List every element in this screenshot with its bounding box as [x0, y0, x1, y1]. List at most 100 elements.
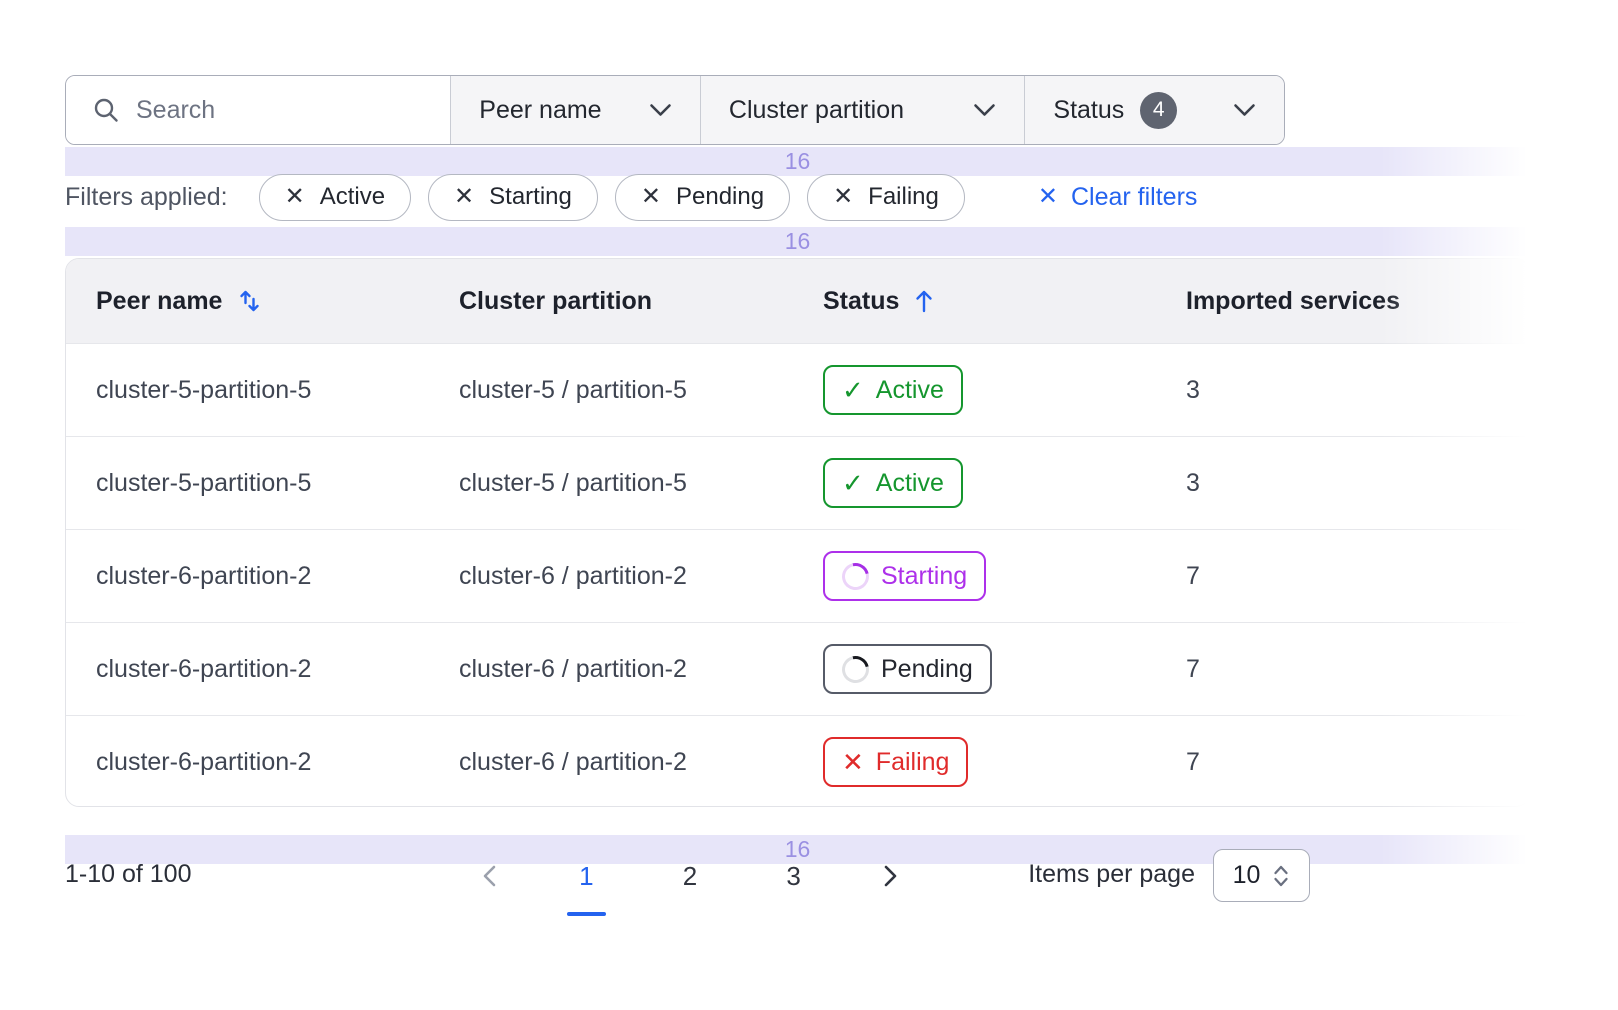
cell-peer-name: cluster-6-partition-2 [96, 747, 312, 776]
chevron-down-icon [650, 104, 671, 116]
spacing-indicator: 16 [65, 227, 1530, 256]
filter-chip-starting[interactable]: ✕ Starting [428, 173, 598, 221]
status-badge-active: ✓ Active [823, 458, 963, 508]
cell-peer-name: cluster-6-partition-2 [96, 654, 312, 683]
status-filter-label: Status [1053, 95, 1125, 124]
table-row[interactable]: cluster-5-partition-5 cluster-5 / partit… [66, 436, 1529, 529]
chevron-down-icon [974, 104, 996, 116]
spacing-indicator: 16 [65, 147, 1530, 176]
items-per-page-select[interactable]: 10 [1213, 849, 1310, 902]
status-badge-label: Starting [881, 561, 968, 590]
cell-cluster-partition: cluster-5 / partition-5 [459, 468, 687, 497]
cluster-partition-filter-label: Cluster partition [728, 95, 904, 124]
previous-page-button[interactable] [480, 863, 500, 889]
filters-applied-row: Filters applied: ✕ Active ✕ Starting ✕ P… [65, 172, 1530, 222]
table-header-row: Peer name Cluster partition Status Impor… [66, 259, 1529, 343]
column-header-imported-services[interactable]: Imported services [1186, 287, 1529, 316]
clear-filters-icon: ✕ [1037, 183, 1058, 210]
x-icon: ✕ [842, 746, 864, 777]
filter-bar: Peer name Cluster partition Status 4 [65, 75, 1285, 145]
cell-status: Starting [823, 551, 1186, 601]
cell-status: Pending [823, 644, 1186, 694]
table-row[interactable]: cluster-6-partition-2 cluster-6 / partit… [66, 715, 1529, 806]
cell-cluster-partition: cluster-6 / partition-2 [459, 561, 687, 590]
filter-chip-failing[interactable]: ✕ Failing [807, 173, 965, 221]
filter-chip-active[interactable]: ✕ Active [258, 173, 412, 221]
remove-filter-icon[interactable]: ✕ [284, 183, 305, 210]
status-badge-label: Active [875, 468, 944, 497]
status-badge-starting: Starting [823, 551, 987, 601]
cell-imported-services: 7 [1186, 747, 1200, 776]
pager-controls: 1 2 3 [480, 848, 900, 916]
column-header-label: Status [823, 286, 900, 315]
cell-imported-services: 7 [1186, 561, 1200, 590]
remove-filter-icon[interactable]: ✕ [454, 183, 475, 210]
check-icon: ✓ [842, 374, 864, 405]
spinner-icon [836, 650, 875, 688]
status-badge-label: Failing [875, 747, 950, 776]
column-header-cluster-partition[interactable]: Cluster partition [459, 287, 823, 316]
next-page-button[interactable] [880, 863, 900, 889]
cell-peer-name: cluster-6-partition-2 [96, 561, 312, 590]
page-button-1[interactable]: 1 [567, 855, 607, 916]
cell-cluster-partition: cluster-6 / partition-2 [459, 654, 687, 683]
select-stepper-icon [1274, 865, 1289, 886]
chevron-down-icon [1234, 104, 1255, 116]
filter-chip-pending[interactable]: ✕ Pending [614, 173, 791, 221]
search-icon [94, 98, 118, 122]
cell-imported-services: 7 [1186, 654, 1200, 683]
items-per-page-value: 10 [1232, 861, 1261, 889]
filter-chip-label: Failing [868, 183, 939, 210]
filters-applied-label: Filters applied: [65, 182, 228, 211]
spacing-value: 16 [784, 148, 811, 174]
status-filter-count-badge: 4 [1140, 91, 1178, 129]
cell-cluster-partition: cluster-6 / partition-2 [459, 747, 687, 776]
column-header-label: Cluster partition [459, 286, 653, 315]
column-header-label: Peer name [96, 286, 223, 315]
remove-filter-icon[interactable]: ✕ [833, 183, 854, 210]
status-badge-pending: Pending [823, 644, 992, 694]
column-header-label: Imported services [1186, 286, 1400, 315]
status-badge-label: Active [875, 375, 944, 404]
cell-peer-name: cluster-5-partition-5 [96, 468, 312, 497]
status-badge-label: Pending [881, 654, 973, 683]
table-row[interactable]: cluster-6-partition-2 cluster-6 / partit… [66, 529, 1529, 622]
arrow-up-icon [916, 290, 933, 313]
peer-name-filter-label: Peer name [479, 95, 602, 124]
column-header-status[interactable]: Status [823, 287, 1186, 316]
peer-name-filter-dropdown[interactable]: Peer name [450, 76, 700, 144]
status-filter-dropdown[interactable]: Status 4 [1024, 76, 1284, 144]
pagination-bar: 1-10 of 100 1 2 3 Items per page 10 [65, 848, 1530, 916]
spacing-value: 16 [784, 836, 811, 862]
status-badge-failing: ✕ Failing [823, 737, 969, 787]
table-row[interactable]: cluster-5-partition-5 cluster-5 / partit… [66, 343, 1529, 436]
remove-filter-icon[interactable]: ✕ [640, 183, 661, 210]
cell-cluster-partition: cluster-5 / partition-5 [459, 375, 687, 404]
cell-status: ✓ Active [823, 458, 1186, 508]
clear-filters-label: Clear filters [1070, 182, 1198, 211]
peers-table: Peer name Cluster partition Status Impor… [65, 258, 1530, 807]
search-field[interactable] [66, 76, 451, 144]
cell-imported-services: 3 [1186, 375, 1200, 404]
clear-filters-link[interactable]: ✕ Clear filters [1038, 183, 1198, 212]
items-per-page-label: Items per page [1028, 860, 1195, 888]
page-button-2[interactable]: 2 [673, 855, 707, 898]
filter-chip-label: Active [319, 183, 386, 210]
spinner-icon [836, 557, 875, 595]
filter-chip-label: Starting [489, 183, 572, 210]
filter-chip-label: Pending [675, 183, 765, 210]
page-button-3[interactable]: 3 [776, 855, 810, 898]
search-input[interactable] [136, 95, 406, 125]
results-range-label: 1-10 of 100 [65, 860, 192, 888]
check-icon: ✓ [842, 467, 864, 498]
cluster-partition-filter-dropdown[interactable]: Cluster partition [699, 76, 1025, 144]
sort-arrows-icon [240, 290, 260, 312]
cell-status: ✓ Active [823, 365, 1186, 415]
cell-imported-services: 3 [1186, 468, 1200, 497]
spacing-value: 16 [784, 228, 811, 254]
table-row[interactable]: cluster-6-partition-2 cluster-6 / partit… [66, 622, 1529, 715]
cell-peer-name: cluster-5-partition-5 [96, 375, 312, 404]
column-header-peer-name[interactable]: Peer name [96, 287, 459, 316]
status-badge-active: ✓ Active [823, 365, 963, 415]
cell-status: ✕ Failing [823, 737, 1186, 787]
